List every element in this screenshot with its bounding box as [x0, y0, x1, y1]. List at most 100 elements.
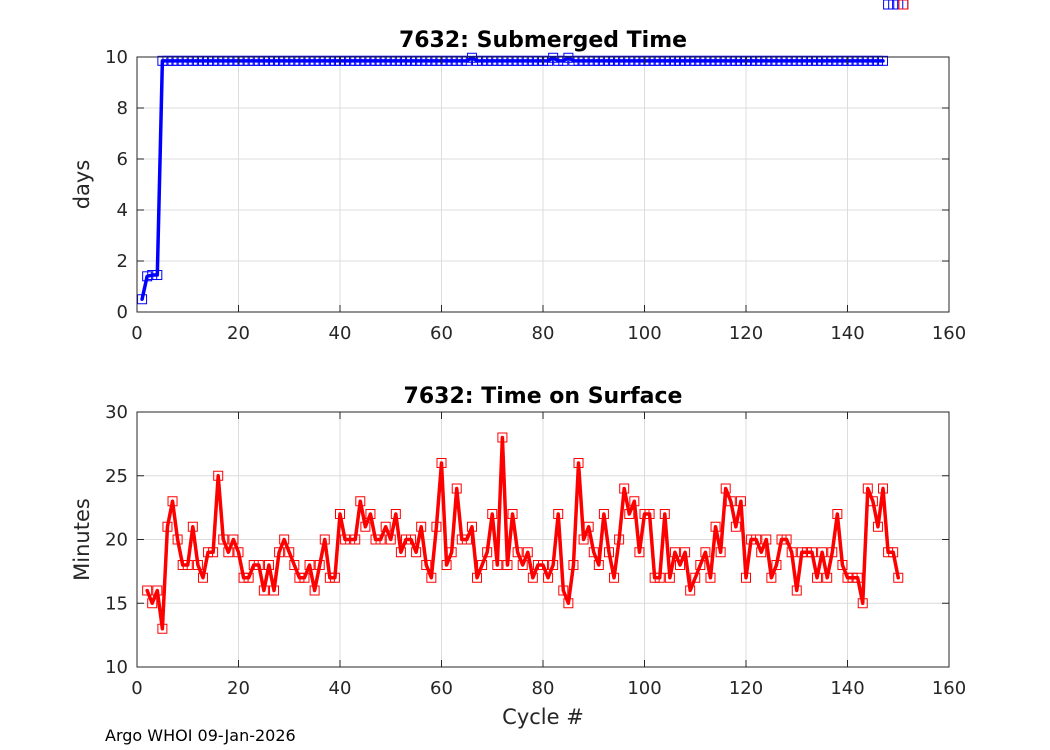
data-point-marker: [340, 534, 351, 545]
data-point-marker: [827, 55, 838, 66]
data-point-marker: [867, 496, 878, 507]
data-point-marker: [583, 55, 594, 66]
data-point-marker: [837, 55, 848, 66]
data-point-marker: [675, 560, 686, 570]
data-point-marker: [639, 55, 650, 66]
data-point-marker: [385, 55, 396, 66]
data-point-marker: [659, 55, 670, 66]
y-tick-label: 10: [105, 47, 128, 68]
data-point-marker: [340, 55, 351, 66]
data-point-marker: [730, 55, 741, 66]
y-tick-label: 25: [105, 466, 128, 487]
data-point-marker: [842, 572, 853, 583]
data-point-marker: [629, 55, 640, 66]
data-point-marker: [644, 509, 655, 519]
data-point-marker: [319, 55, 330, 66]
data-point-marker: [705, 572, 716, 583]
data-point-marker: [817, 55, 828, 66]
data-point-marker: [380, 521, 391, 532]
data-point-marker: [598, 509, 609, 519]
data-point-marker: [294, 572, 305, 583]
x-tick-label: 80: [532, 323, 555, 344]
data-point-marker: [847, 55, 858, 66]
data-point-marker: [603, 547, 614, 558]
data-point-marker: [532, 55, 543, 66]
chart-title: 7632: Time on Surface: [404, 384, 683, 409]
data-point-marker: [497, 432, 508, 443]
data-point-marker: [487, 509, 498, 519]
x-tick-label: 20: [227, 678, 250, 699]
data-point-marker: [390, 55, 401, 66]
data-point-marker: [568, 560, 579, 570]
data-point-marker: [593, 560, 604, 570]
data-point-marker: [370, 534, 381, 545]
data-point-marker: [680, 55, 691, 66]
x-tick-label: 120: [729, 678, 763, 699]
data-point-marker: [147, 598, 158, 609]
data-point-marker: [492, 55, 503, 66]
data-point-marker: [253, 560, 264, 570]
data-point-marker: [522, 55, 533, 66]
data-point-marker: [309, 585, 320, 596]
data-point-marker: [705, 55, 716, 66]
data-point-marker: [177, 560, 188, 570]
data-point-marker: [395, 547, 406, 558]
chart-title: 7632: Submerged Time: [399, 28, 687, 53]
data-point-marker: [603, 55, 614, 66]
data-point-marker: [233, 55, 244, 66]
data-point-marker: [796, 547, 807, 558]
data-point-marker: [751, 534, 762, 545]
data-point-marker: [573, 55, 584, 66]
data-point-marker: [162, 55, 173, 66]
data-point-marker: [406, 55, 417, 66]
data-point-marker: [614, 534, 625, 545]
data-point-marker: [720, 55, 731, 66]
submerged-time-chart: 0 20 40 60 80 100 120 140 160 0 2 4 6 8 10 7632: Submer…: [70, 0, 966, 344]
data-point-marker: [634, 547, 645, 558]
data-point-marker: [477, 560, 488, 570]
data-point-marker: [279, 55, 290, 66]
data-point-marker: [345, 534, 356, 545]
y-tick-label: 0: [117, 302, 128, 323]
data-point-marker: [548, 52, 559, 63]
data-point-marker: [137, 294, 148, 305]
data-point-marker: [472, 55, 483, 66]
y-tick-label: 8: [117, 98, 128, 119]
data-point-marker: [142, 585, 153, 596]
data-point-marker: [817, 547, 828, 558]
data-point-marker: [527, 572, 538, 583]
data-point-marker: [314, 560, 325, 570]
data-point-marker: [456, 534, 467, 545]
data-point-marker: [213, 470, 224, 481]
data-point-marker: [263, 560, 274, 570]
data-point-marker: [299, 572, 310, 583]
data-point-marker: [776, 55, 787, 66]
data-point-marker: [446, 547, 457, 558]
data-point-marker: [218, 534, 229, 545]
data-point-marker: [517, 55, 528, 66]
data-point-marker: [781, 534, 792, 545]
data-point-marker: [157, 623, 168, 634]
data-point-marker: [654, 572, 665, 583]
data-point-marker: [893, 0, 904, 10]
data-point-marker: [796, 55, 807, 66]
data-point-marker: [690, 572, 701, 583]
x-tick-label: 20: [227, 323, 250, 344]
data-point-marker: [548, 560, 559, 570]
data-point-marker: [786, 547, 797, 558]
data-point-marker: [675, 55, 686, 66]
data-point-marker: [243, 572, 254, 583]
data-point-marker: [304, 55, 315, 66]
data-point-marker: [182, 55, 193, 66]
data-point-marker: [213, 55, 224, 66]
data-point-marker: [507, 55, 518, 66]
x-tick-label: 100: [627, 678, 661, 699]
data-point-marker: [654, 55, 665, 66]
data-point-marker: [355, 55, 366, 66]
data-point-marker: [400, 534, 411, 545]
data-point-marker: [370, 55, 381, 66]
data-point-marker: [350, 534, 361, 545]
data-point-marker: [517, 560, 528, 570]
data-point-marker: [238, 572, 249, 583]
data-point-marker: [263, 55, 274, 66]
